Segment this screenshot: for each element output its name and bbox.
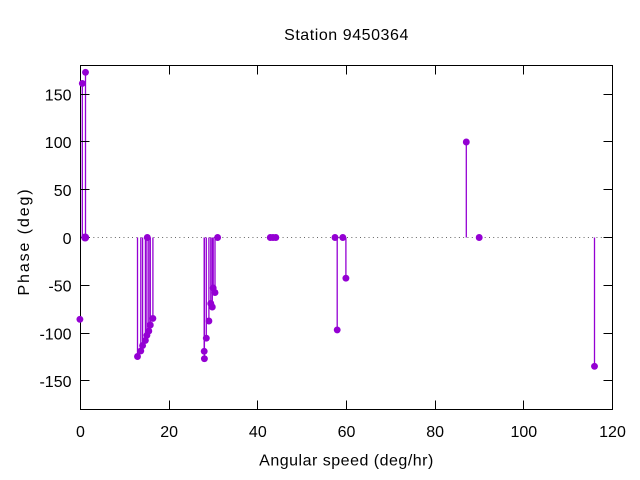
svg-text:0: 0	[63, 231, 72, 248]
svg-text:-100: -100	[39, 326, 71, 343]
svg-text:Phase (deg): Phase (deg)	[16, 187, 33, 295]
svg-text:0: 0	[76, 424, 85, 441]
svg-text:-50: -50	[48, 279, 71, 296]
svg-text:150: 150	[45, 87, 72, 104]
svg-text:Angular speed (deg/hr): Angular speed (deg/hr)	[259, 453, 434, 470]
svg-text:Station 9450364: Station 9450364	[284, 27, 409, 44]
svg-text:20: 20	[160, 424, 178, 441]
svg-text:100: 100	[45, 135, 72, 152]
svg-text:60: 60	[338, 424, 356, 441]
svg-text:100: 100	[510, 424, 537, 441]
svg-text:-150: -150	[39, 374, 71, 391]
svg-text:40: 40	[249, 424, 267, 441]
svg-text:80: 80	[426, 424, 444, 441]
svg-text:50: 50	[54, 183, 72, 200]
svg-text:120: 120	[599, 424, 626, 441]
